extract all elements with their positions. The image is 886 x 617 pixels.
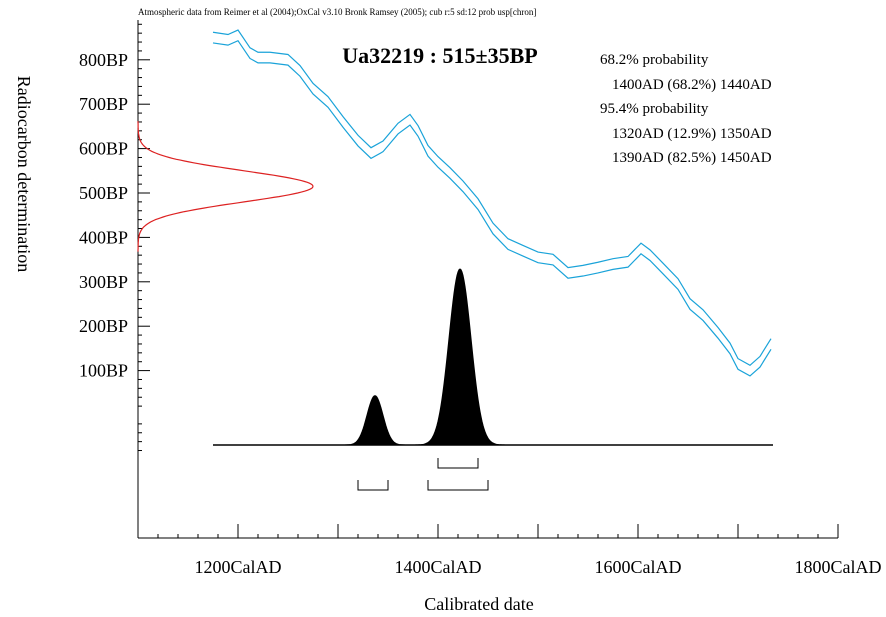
y-tick-label: 200BP — [79, 316, 128, 336]
axes: 1200CalAD 1400CalAD 1600CalAD 1800CalAD 100B… — [79, 20, 882, 577]
x-tick-label: 1800CalAD — [795, 557, 882, 577]
range-95-bracket — [357, 480, 389, 491]
posterior-distribution — [213, 268, 773, 446]
range-68-bracket — [437, 458, 479, 469]
x-tick-label: 1600CalAD — [595, 557, 682, 577]
y-tick-label: 600BP — [79, 139, 128, 159]
sigma1-range: 1400AD (68.2%) 1440AD — [612, 77, 772, 93]
x-tick-label: 1200CalAD — [195, 557, 282, 577]
x-tick-label: 1400CalAD — [395, 557, 482, 577]
calibration-curve-upper — [212, 29, 772, 367]
y-tick-label: 500BP — [79, 183, 128, 203]
y-tick-label: 800BP — [79, 50, 128, 70]
y-tick-label: 300BP — [79, 272, 128, 292]
source-note: Atmospheric data from Reimer et al (2004… — [138, 7, 536, 17]
sigma2-title: 95.4% probability — [600, 101, 709, 117]
measurement-curve — [137, 121, 314, 252]
sigma1-title: 68.2% probability — [600, 52, 709, 68]
y-tick-label: 100BP — [79, 361, 128, 381]
chart-title: Ua32219 : 515±35BP — [342, 43, 537, 68]
calibration-curve-lower — [212, 39, 772, 377]
y-tick-label: 400BP — [79, 227, 128, 247]
range-95-bracket — [427, 480, 489, 491]
x-axis-label: Calibrated date — [424, 594, 533, 614]
sigma2-range: 1320AD (12.9%) 1350AD — [612, 126, 772, 142]
measurement-distribution — [137, 121, 314, 252]
sigma2-range: 1390AD (82.5%) 1450AD — [612, 150, 772, 166]
calibration-curve — [212, 29, 772, 377]
y-axis-label: Radiocarbon determination — [14, 76, 34, 272]
probability-range-brackets — [357, 458, 489, 491]
y-tick-label: 700BP — [79, 94, 128, 114]
posterior-area — [213, 268, 773, 446]
